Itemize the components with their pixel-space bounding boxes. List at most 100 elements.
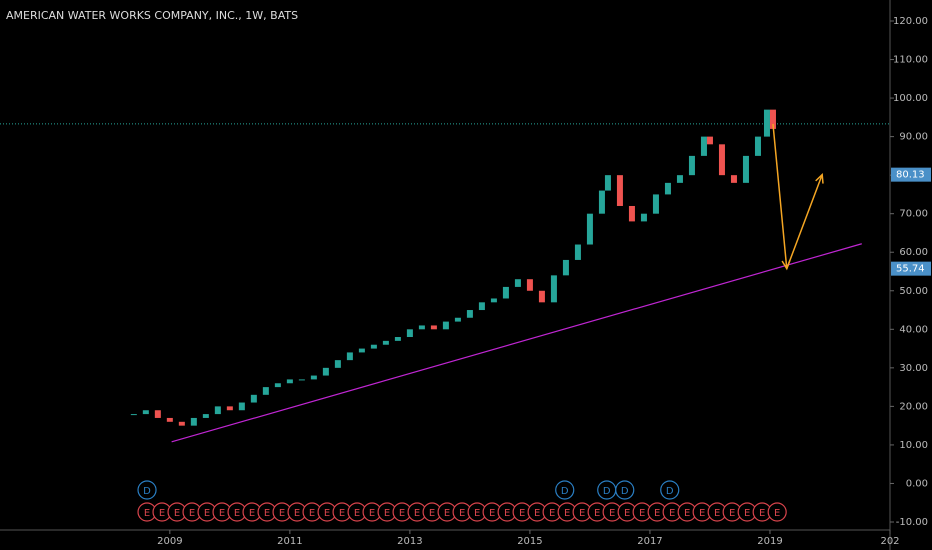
- candle: [466, 310, 473, 318]
- candle: [706, 136, 713, 145]
- candle: [640, 213, 647, 222]
- candle: [562, 259, 569, 276]
- candle: [652, 194, 659, 214]
- x-tick-label: 2019: [757, 536, 782, 547]
- candle: [730, 175, 737, 183]
- candle: [526, 279, 533, 291]
- candle: [250, 394, 257, 403]
- event-label: E: [714, 508, 720, 519]
- event-label: E: [699, 508, 705, 519]
- event-label: E: [609, 508, 615, 519]
- event-label: E: [684, 508, 690, 519]
- candle: [154, 410, 161, 418]
- candle: [688, 155, 695, 176]
- event-label: E: [369, 508, 375, 519]
- event-label: E: [219, 508, 225, 519]
- event-label: E: [729, 508, 735, 519]
- candle: [190, 417, 197, 426]
- y-tick-label: 60.00: [899, 247, 928, 258]
- event-marker: [615, 480, 635, 500]
- candle: [142, 410, 149, 415]
- candle: [226, 406, 233, 411]
- candle: [502, 286, 509, 299]
- x-tick-label: 2009: [157, 536, 182, 547]
- event-label: E: [384, 508, 390, 519]
- candle: [166, 417, 173, 422]
- y-tick-label: 100.00: [893, 93, 928, 104]
- event-label: E: [534, 508, 540, 519]
- event-marker: [767, 502, 787, 522]
- event-label: E: [294, 508, 300, 519]
- x-tick-label: 2013: [397, 536, 422, 547]
- event-label: E: [444, 508, 450, 519]
- event-label: E: [414, 508, 420, 519]
- candle: [202, 414, 209, 418]
- candle: [628, 205, 635, 222]
- candle: [310, 375, 317, 380]
- x-tick-label: 2015: [517, 536, 542, 547]
- x-tick-label: 202: [880, 536, 899, 547]
- event-label: D: [666, 486, 674, 497]
- candle: [664, 182, 671, 195]
- candle: [574, 244, 581, 260]
- event-label: E: [279, 508, 285, 519]
- event-label: E: [459, 508, 465, 519]
- event-label: D: [143, 486, 151, 497]
- y-tick-label: 110.00: [893, 55, 928, 66]
- y-tick-label: 10.00: [899, 440, 928, 451]
- y-tick-label: 70.00: [899, 209, 928, 220]
- candle: [454, 317, 461, 322]
- event-label: E: [204, 508, 210, 519]
- chart-title: AMERICAN WATER WORKS COMPANY, INC., 1W, …: [6, 9, 298, 22]
- event-label: E: [519, 508, 525, 519]
- event-label: E: [144, 508, 150, 519]
- price-label: 80.13: [896, 170, 925, 181]
- candle: [763, 109, 770, 137]
- price-label: 55.74: [896, 264, 925, 275]
- candle: [676, 175, 683, 183]
- event-label: E: [504, 508, 510, 519]
- event-label: E: [309, 508, 315, 519]
- candle: [274, 383, 281, 388]
- candle: [718, 144, 725, 176]
- arrow-head: [815, 173, 824, 184]
- candle: [598, 190, 605, 214]
- arrow-head: [781, 259, 791, 271]
- candle: [754, 136, 761, 156]
- x-tick-label: 2017: [637, 536, 662, 547]
- event-label: E: [249, 508, 255, 519]
- event-label: E: [624, 508, 630, 519]
- event-label: D: [603, 486, 611, 497]
- event-label: E: [594, 508, 600, 519]
- candle: [604, 175, 611, 191]
- candle: [700, 136, 707, 156]
- x-tick-label: 2011: [277, 536, 302, 547]
- candle: [514, 279, 521, 287]
- price-label-box: [891, 261, 931, 276]
- event-label: E: [669, 508, 675, 519]
- y-tick-label: 30.00: [899, 363, 928, 374]
- event-label: E: [579, 508, 585, 519]
- candle: [262, 387, 269, 395]
- event-marker: [660, 480, 680, 500]
- event-label: E: [549, 508, 555, 519]
- y-tick-label: 20.00: [899, 401, 928, 412]
- price-label-box: [891, 167, 931, 182]
- event-marker: [137, 480, 157, 500]
- event-label: E: [234, 508, 240, 519]
- event-label: E: [474, 508, 480, 519]
- event-label: E: [159, 508, 165, 519]
- trendline: [171, 243, 862, 443]
- event-label: E: [174, 508, 180, 519]
- event-label: D: [621, 486, 629, 497]
- candle: [550, 275, 557, 303]
- y-tick-label: 40.00: [899, 324, 928, 335]
- y-tick-label: 90.00: [899, 132, 928, 143]
- candle: [358, 348, 365, 353]
- candle: [394, 337, 401, 341]
- candle: [382, 340, 389, 345]
- candle: [334, 360, 341, 368]
- candle: [478, 302, 485, 311]
